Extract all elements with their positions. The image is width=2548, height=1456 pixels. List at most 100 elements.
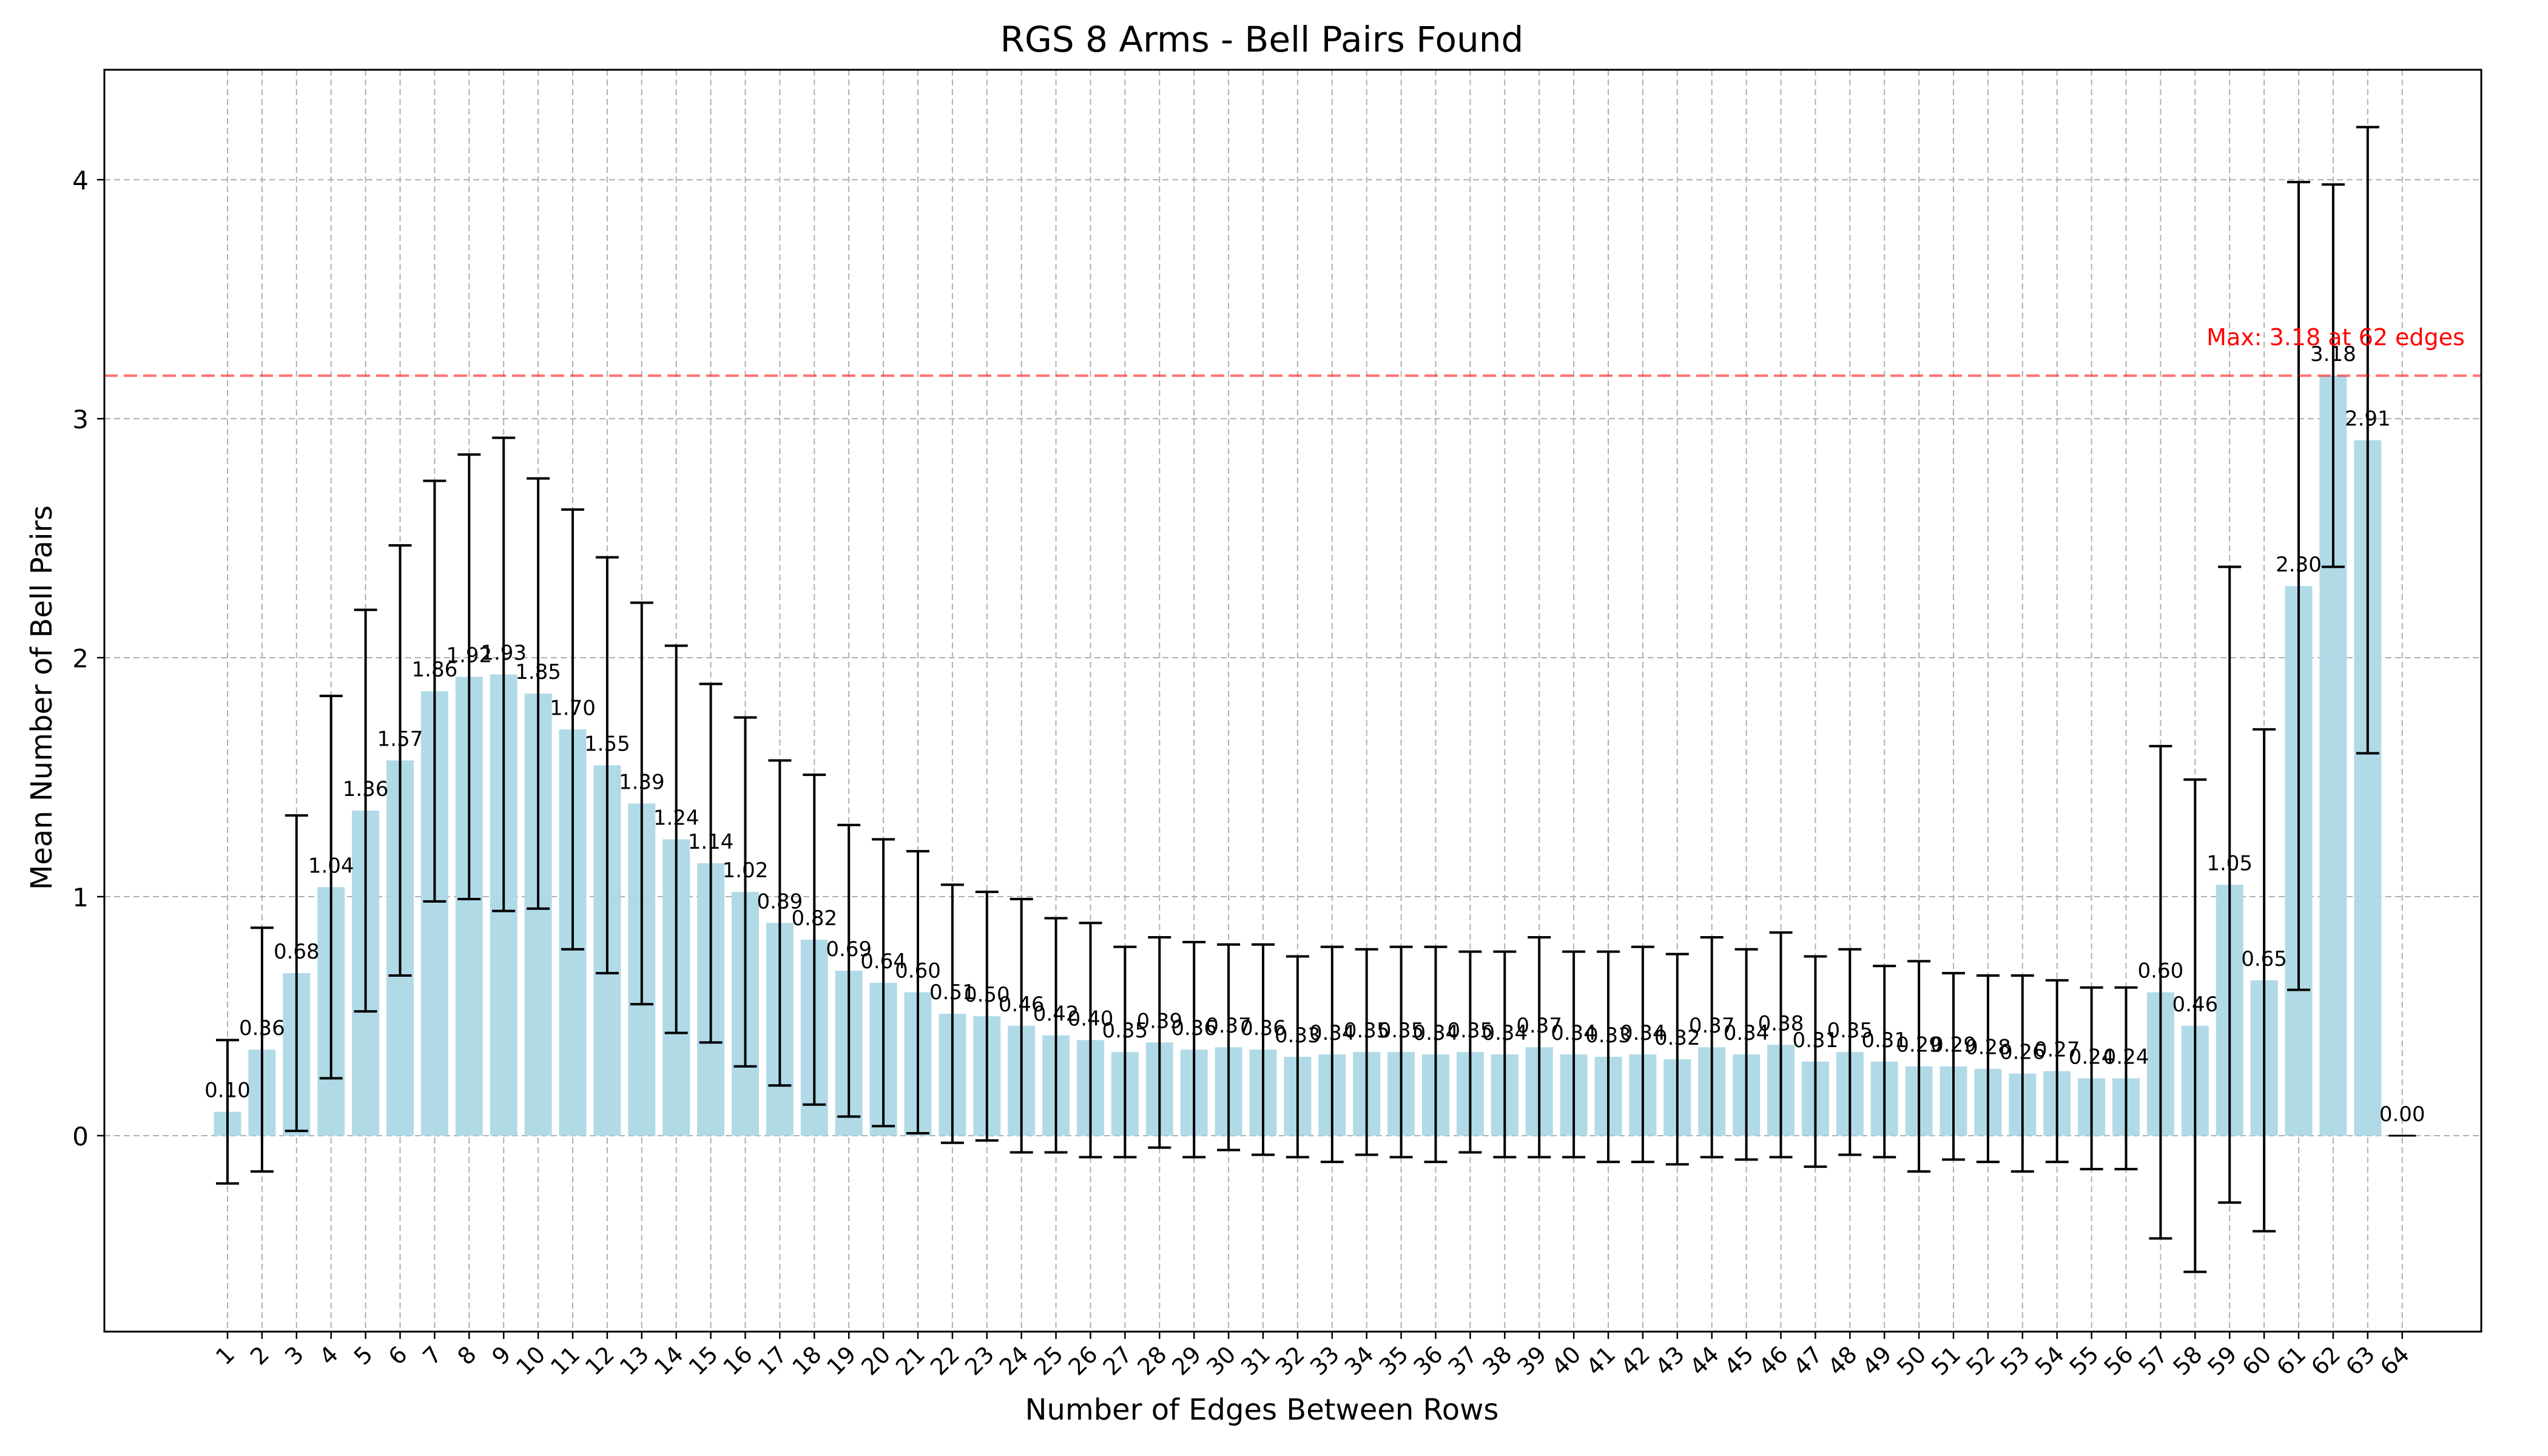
x-tick-label: 19 bbox=[821, 1341, 861, 1380]
x-tick-label: 53 bbox=[1995, 1341, 2035, 1380]
y-tick-label: 3 bbox=[72, 405, 89, 434]
x-tick-label: 14 bbox=[649, 1341, 689, 1380]
y-tick-label: 2 bbox=[72, 644, 89, 673]
x-tick-label: 20 bbox=[856, 1341, 895, 1380]
value-label: 0.51 bbox=[929, 980, 976, 1005]
chart-title: RGS 8 Arms - Bell Pairs Found bbox=[1000, 19, 1524, 60]
y-tick-label: 4 bbox=[72, 166, 89, 195]
x-tick-label: 54 bbox=[2030, 1341, 2069, 1380]
x-tick-label: 17 bbox=[752, 1341, 792, 1380]
value-label: 1.57 bbox=[377, 727, 423, 751]
x-tick-label: 28 bbox=[1132, 1341, 1171, 1380]
value-label: 0.34 bbox=[1413, 1021, 1459, 1045]
x-tick-label: 45 bbox=[1719, 1341, 1759, 1380]
value-label: 0.36 bbox=[1240, 1016, 1286, 1040]
x-tick-label: 50 bbox=[1892, 1341, 1931, 1380]
value-label: 1.04 bbox=[308, 854, 354, 878]
value-label: 0.29 bbox=[1896, 1033, 1942, 1057]
value-label: 0.35 bbox=[1344, 1019, 1390, 1043]
x-tick-label: 34 bbox=[1340, 1341, 1379, 1380]
value-label: 0.35 bbox=[1448, 1019, 1494, 1043]
x-tick-label: 12 bbox=[580, 1341, 619, 1380]
x-tick-label: 33 bbox=[1305, 1341, 1344, 1380]
value-label: 0.46 bbox=[999, 993, 1045, 1017]
y-tick-label: 1 bbox=[72, 883, 89, 912]
value-label: 0.46 bbox=[2172, 993, 2218, 1017]
value-label: 0.34 bbox=[1309, 1021, 1355, 1045]
value-label: 0.26 bbox=[2000, 1040, 2046, 1065]
x-tick-label: 47 bbox=[1788, 1341, 1827, 1380]
x-tick-label: 8 bbox=[452, 1341, 481, 1370]
value-label: 0.34 bbox=[1724, 1021, 1770, 1045]
x-tick-label: 13 bbox=[615, 1341, 654, 1380]
value-label: 0.38 bbox=[1758, 1011, 1804, 1036]
plot-frame bbox=[103, 69, 2482, 1333]
value-label: 0.24 bbox=[2103, 1045, 2149, 1069]
value-label: 0.37 bbox=[1205, 1014, 1252, 1038]
x-tick-label: 32 bbox=[1270, 1341, 1310, 1380]
x-tick-label: 21 bbox=[891, 1341, 930, 1380]
error-bars bbox=[216, 126, 2379, 1273]
x-tick-label: 59 bbox=[2202, 1341, 2242, 1380]
value-label: 0.27 bbox=[2034, 1038, 2080, 1062]
x-tick-label: 10 bbox=[511, 1341, 550, 1380]
value-label: 0.28 bbox=[1965, 1036, 2011, 1060]
x-tick-label: 23 bbox=[960, 1341, 999, 1380]
value-label: 2.91 bbox=[2345, 407, 2391, 431]
value-label: 0.42 bbox=[1033, 1002, 1079, 1026]
value-label: 0.40 bbox=[1068, 1006, 1114, 1031]
x-tick-label: 61 bbox=[2271, 1341, 2311, 1380]
x-tick-label: 27 bbox=[1097, 1341, 1137, 1380]
value-label: 3.18 bbox=[2310, 342, 2356, 366]
x-tick-label: 24 bbox=[994, 1341, 1034, 1380]
value-label: 0.31 bbox=[1861, 1028, 1907, 1053]
x-tick-label: 55 bbox=[2064, 1341, 2104, 1380]
x-tick-label: 41 bbox=[1581, 1341, 1620, 1380]
value-label: 1.02 bbox=[723, 858, 769, 883]
x-tick-label: 63 bbox=[2341, 1341, 2380, 1380]
x-tick-label: 44 bbox=[1685, 1341, 1724, 1380]
x-tick-label: 64 bbox=[2375, 1341, 2415, 1380]
x-tick-label: 1 bbox=[211, 1341, 240, 1370]
x-tick-label: 26 bbox=[1063, 1341, 1103, 1380]
x-tick-label: 9 bbox=[487, 1341, 516, 1370]
x-tick-label: 39 bbox=[1512, 1341, 1551, 1380]
x-tick-label: 38 bbox=[1477, 1341, 1517, 1380]
value-label: 0.33 bbox=[1275, 1023, 1321, 1048]
value-label: 0.65 bbox=[2241, 947, 2287, 971]
value-label: 1.86 bbox=[412, 658, 458, 682]
x-tick-label: 62 bbox=[2306, 1341, 2345, 1380]
value-label: 0.64 bbox=[860, 949, 906, 974]
value-label: 0.32 bbox=[1654, 1026, 1700, 1050]
y-tick-label: 0 bbox=[72, 1122, 89, 1151]
value-label: 1.39 bbox=[619, 770, 665, 794]
value-label: 0.35 bbox=[1827, 1019, 1873, 1043]
x-tick-label: 35 bbox=[1374, 1341, 1414, 1380]
value-label: 0.35 bbox=[1102, 1019, 1148, 1043]
value-label: 1.70 bbox=[550, 696, 596, 720]
x-tick-label: 52 bbox=[1961, 1341, 2000, 1380]
value-label: 0.29 bbox=[1930, 1033, 1977, 1057]
x-tick-label: 7 bbox=[418, 1341, 447, 1370]
value-label: 2.30 bbox=[2276, 553, 2322, 577]
x-tick-label: 30 bbox=[1201, 1341, 1241, 1380]
x-tick-label: 49 bbox=[1857, 1341, 1896, 1380]
value-label: 0.68 bbox=[274, 940, 320, 964]
x-tick-label: 4 bbox=[314, 1341, 343, 1370]
value-label: 1.55 bbox=[584, 732, 630, 756]
x-tick-label: 58 bbox=[2168, 1341, 2207, 1380]
value-label: 0.89 bbox=[757, 889, 803, 914]
x-tick-label: 16 bbox=[718, 1341, 758, 1380]
value-label: 1.24 bbox=[653, 806, 699, 830]
x-tick-label: 11 bbox=[545, 1341, 585, 1380]
value-label: 0.37 bbox=[1516, 1014, 1562, 1038]
x-tick-label: 40 bbox=[1546, 1341, 1586, 1380]
value-label: 0.34 bbox=[1551, 1021, 1597, 1045]
value-label: 1.92 bbox=[446, 644, 492, 668]
x-tick-label: 42 bbox=[1616, 1341, 1655, 1380]
value-label: 0.82 bbox=[791, 906, 837, 931]
x-tick-label: 18 bbox=[787, 1341, 826, 1380]
x-axis-label: Number of Edges Between Rows bbox=[1025, 1393, 1499, 1427]
value-label: 0.00 bbox=[2379, 1102, 2425, 1127]
